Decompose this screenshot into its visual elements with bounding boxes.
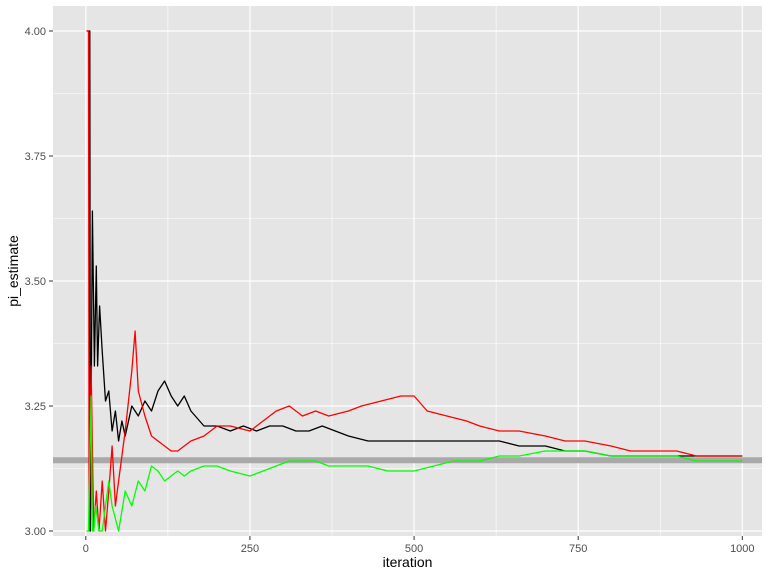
x-tick-label: 750 (569, 543, 587, 555)
y-axis-ticks: 3.00 3.25 3.50 3.75 4.00 (25, 26, 53, 538)
y-tick-label: 3.25 (25, 401, 46, 413)
series-line-2 (86, 395, 743, 532)
x-tick-label: 0 (83, 543, 89, 555)
series-line-0 (86, 30, 743, 532)
y-tick-label: 4.00 (25, 26, 46, 38)
x-tick-label: 500 (405, 543, 423, 555)
major-gridlines (53, 6, 762, 536)
series-lines (86, 30, 743, 532)
x-axis-ticks: 0 250 500 750 1000 (83, 536, 755, 555)
x-axis-title: iteration (383, 554, 433, 570)
minor-gridlines (53, 6, 762, 536)
y-tick-label: 3.00 (25, 526, 46, 538)
y-tick-label: 3.50 (25, 276, 46, 288)
plot-panel (53, 6, 762, 536)
x-tick-label: 1000 (730, 543, 754, 555)
x-tick-label: 250 (241, 543, 259, 555)
y-tick-label: 3.75 (25, 151, 46, 163)
y-axis-title: pi_estimate (5, 235, 21, 307)
